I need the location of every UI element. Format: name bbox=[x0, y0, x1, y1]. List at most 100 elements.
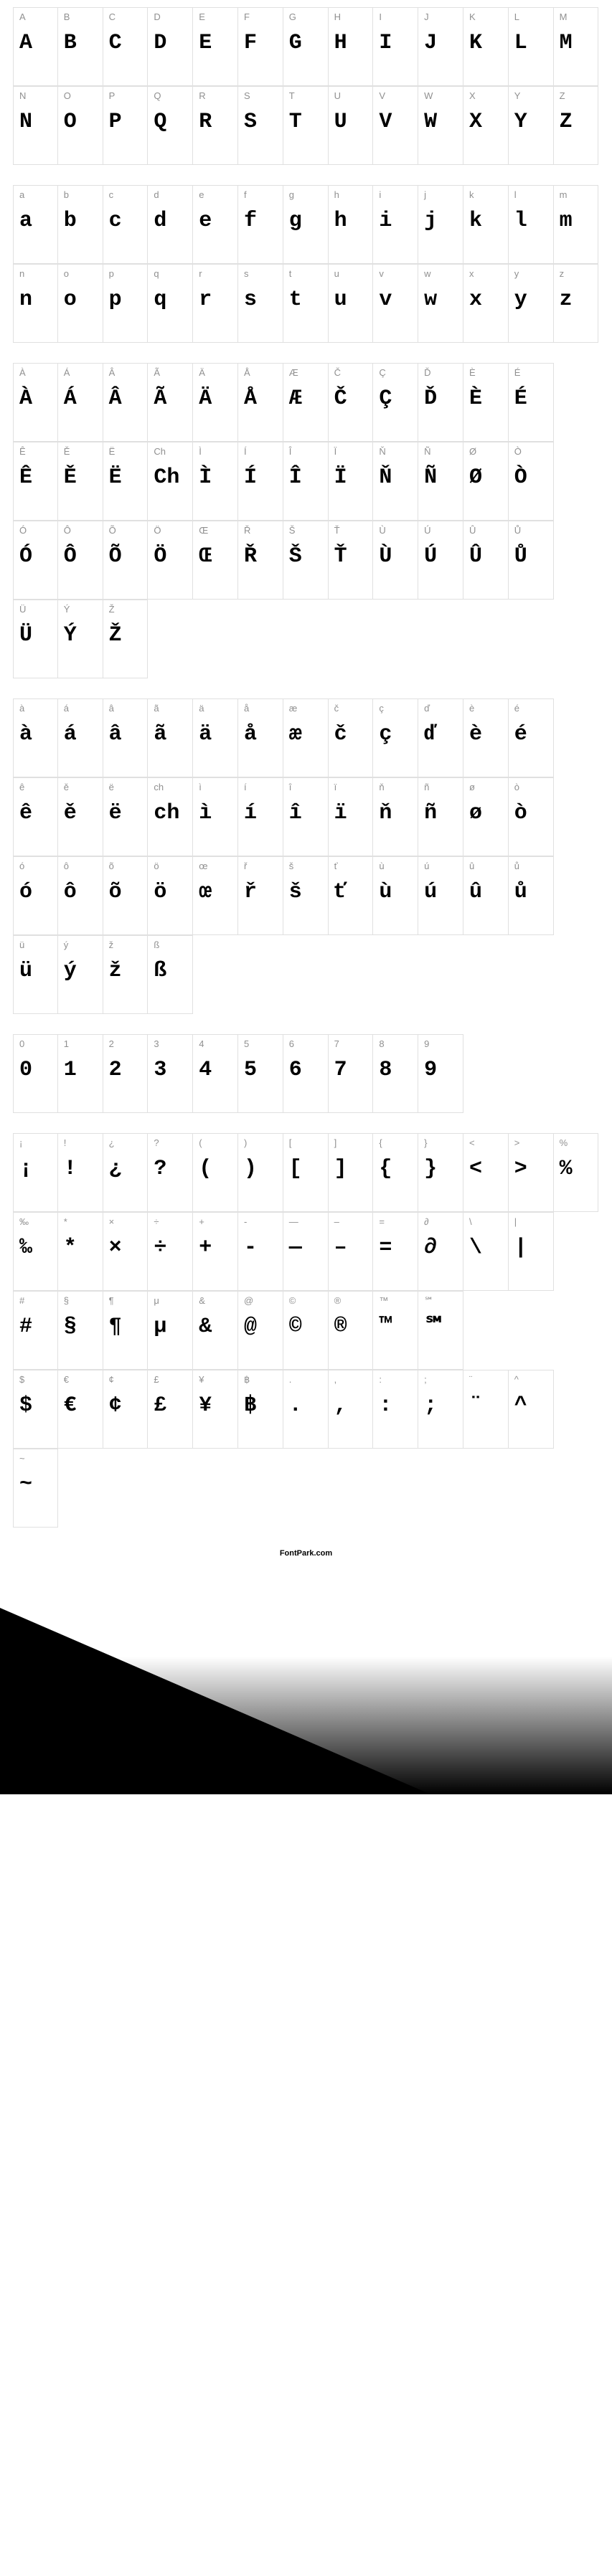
glyph-cell: ÇÇ bbox=[373, 363, 418, 442]
glyph-cell: ÓÓ bbox=[13, 521, 58, 600]
glyph-label: Ž bbox=[109, 605, 115, 617]
glyph-display: & bbox=[199, 1316, 212, 1337]
glyph-display: å bbox=[244, 724, 257, 745]
glyph-cell: ûû bbox=[463, 856, 509, 935]
glyph-display: Ů bbox=[514, 546, 527, 567]
glyph-label: – bbox=[334, 1217, 339, 1230]
glyph-cell: áá bbox=[58, 699, 103, 777]
glyph-label: Ñ bbox=[424, 447, 430, 460]
glyph-display: Ä bbox=[199, 388, 212, 409]
glyph-cell: §§ bbox=[58, 1291, 103, 1370]
glyph-label: Õ bbox=[109, 526, 116, 539]
glyph-cell: åå bbox=[238, 699, 283, 777]
glyph-display: Ï bbox=[334, 467, 347, 488]
glyph-display: ë bbox=[109, 802, 122, 824]
glyph-cell: ?? bbox=[148, 1133, 193, 1212]
glyph-display: p bbox=[109, 289, 122, 311]
glyph-cell: èè bbox=[463, 699, 509, 777]
glyph-label: Û bbox=[469, 526, 476, 539]
glyph-display: ¡ bbox=[19, 1158, 32, 1180]
glyph-display: Æ bbox=[289, 388, 302, 409]
glyph-display: Č bbox=[334, 388, 347, 409]
glyph-label: i bbox=[379, 190, 381, 203]
glyph-cell: JJ bbox=[418, 7, 463, 86]
glyph-cell: RR bbox=[193, 86, 238, 165]
glyph-label: * bbox=[64, 1217, 67, 1230]
glyph-row: ~~ bbox=[13, 1449, 599, 1528]
glyph-label: Ú bbox=[424, 526, 430, 539]
glyph-label: Î bbox=[289, 447, 292, 460]
glyph-display: % bbox=[560, 1158, 573, 1180]
glyph-cell: ŒŒ bbox=[193, 521, 238, 600]
glyph-display: ¢ bbox=[109, 1395, 122, 1416]
glyph-display: Œ bbox=[199, 546, 212, 567]
glyph-cell: ïï bbox=[329, 777, 374, 856]
glyph-label: Œ bbox=[199, 526, 208, 539]
glyph-cell: ňň bbox=[373, 777, 418, 856]
glyph-cell: (( bbox=[193, 1133, 238, 1212]
glyph-label: 3 bbox=[154, 1039, 159, 1052]
glyph-display: ď bbox=[424, 724, 437, 745]
glyph-label: § bbox=[64, 1296, 69, 1309]
glyph-display: m bbox=[560, 210, 573, 232]
glyph-label: \ bbox=[469, 1217, 472, 1230]
glyph-label: Ě bbox=[64, 447, 70, 460]
glyph-cell: 88 bbox=[373, 1034, 418, 1113]
glyph-cell: oo bbox=[58, 264, 103, 343]
glyph-label: ( bbox=[199, 1138, 202, 1151]
glyph-display: ? bbox=[154, 1158, 166, 1180]
glyph-cell: MM bbox=[554, 7, 599, 86]
glyph-label: T bbox=[289, 91, 295, 104]
glyph-label: à bbox=[19, 704, 24, 716]
glyph-cell: DD bbox=[148, 7, 193, 86]
glyph-cell: ÂÂ bbox=[103, 363, 149, 442]
glyph-label: ï bbox=[334, 782, 337, 795]
glyph-row: ÓÓÔÔÕÕÖÖŒŒŘŘŠŠŤŤÙÙÚÚÛÛŮŮ bbox=[13, 521, 599, 600]
glyph-display: w bbox=[424, 289, 437, 311]
glyph-cell: qq bbox=[148, 264, 193, 343]
glyph-display: D bbox=[154, 32, 166, 54]
glyph-label: £ bbox=[154, 1375, 159, 1388]
glyph-cell: CC bbox=[103, 7, 149, 86]
glyph-label: Ü bbox=[19, 605, 26, 617]
glyph-label: Ø bbox=[469, 447, 476, 460]
glyph-label: ô bbox=[64, 861, 69, 874]
glyph-label: 5 bbox=[244, 1039, 249, 1052]
glyph-cell: ÚÚ bbox=[418, 521, 463, 600]
glyph-cell: êê bbox=[13, 777, 58, 856]
glyph-display: ฿ bbox=[244, 1395, 257, 1416]
glyph-display: Ã bbox=[154, 388, 166, 409]
glyph-cell: !! bbox=[58, 1133, 103, 1212]
glyph-cell: LL bbox=[509, 7, 554, 86]
glyph-display: Ç bbox=[379, 388, 392, 409]
glyph-label: ö bbox=[154, 861, 159, 874]
glyph-cell: == bbox=[373, 1212, 418, 1291]
glyph-display: ť bbox=[334, 881, 347, 903]
glyph-display: Í bbox=[244, 467, 257, 488]
glyph-label: X bbox=[469, 91, 476, 104]
glyph-display: ! bbox=[64, 1158, 77, 1180]
glyph-row: ÊÊĚĚËËChChÌÌÍÍÎÎÏÏŇŇÑÑØØÒÒ bbox=[13, 442, 599, 521]
glyph-display: – bbox=[334, 1237, 347, 1259]
glyph-display: ] bbox=[334, 1158, 347, 1180]
glyph-display: Á bbox=[64, 388, 77, 409]
glyph-display: č bbox=[334, 724, 347, 745]
glyph-display: r bbox=[199, 289, 212, 311]
glyph-row: ##§§¶¶μμ&&@@©©®®™™℠℠ bbox=[13, 1291, 599, 1370]
glyph-label: Š bbox=[289, 526, 296, 539]
glyph-display: t bbox=[289, 289, 302, 311]
glyph-cell: €€ bbox=[58, 1370, 103, 1449]
glyph-cell: XX bbox=[463, 86, 509, 165]
glyph-label: Ď bbox=[424, 368, 430, 381]
glyph-cell: ďď bbox=[418, 699, 463, 777]
glyph-display: d bbox=[154, 210, 166, 232]
glyph-display: N bbox=[19, 111, 32, 133]
glyph-label: š bbox=[289, 861, 294, 874]
glyph-display: ô bbox=[64, 881, 77, 903]
glyph-display: ä bbox=[199, 724, 212, 745]
glyph-cell: œœ bbox=[193, 856, 238, 935]
glyph-display: T bbox=[289, 111, 302, 133]
glyph-display: š bbox=[289, 881, 302, 903]
glyph-display: ™ bbox=[379, 1316, 392, 1337]
glyph-cell: ëë bbox=[103, 777, 149, 856]
